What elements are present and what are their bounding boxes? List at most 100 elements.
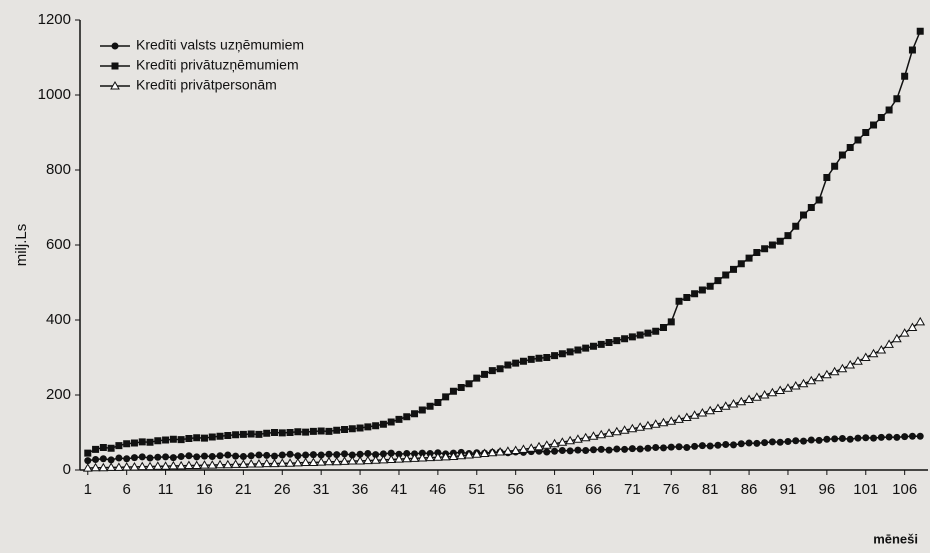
legend-marker xyxy=(111,42,119,50)
data-point xyxy=(278,451,286,459)
y-tick-label: 400 xyxy=(46,311,71,328)
data-point xyxy=(652,327,660,335)
data-point xyxy=(98,462,109,472)
data-point xyxy=(519,357,527,365)
data-point xyxy=(722,441,730,448)
data-point xyxy=(152,461,163,470)
data-point xyxy=(697,407,708,417)
data-point xyxy=(691,290,699,298)
data-point xyxy=(706,442,714,450)
data-point xyxy=(613,337,621,345)
data-point xyxy=(814,372,824,382)
data-point xyxy=(549,438,560,448)
data-point xyxy=(652,444,660,451)
x-tick-label: 61 xyxy=(546,481,563,498)
data-point xyxy=(286,429,294,436)
data-point xyxy=(254,458,264,468)
data-point xyxy=(162,453,170,461)
data-point xyxy=(751,392,762,401)
data-point xyxy=(488,367,496,375)
x-tick-label: 41 xyxy=(391,481,408,498)
x-tick-label: 16 xyxy=(196,481,213,498)
data-point xyxy=(551,352,559,360)
data-point xyxy=(92,445,100,453)
data-point xyxy=(713,403,723,412)
data-point xyxy=(916,432,924,440)
data-point xyxy=(658,417,669,427)
data-point xyxy=(705,405,716,415)
data-point xyxy=(846,144,854,151)
data-point xyxy=(853,356,863,365)
data-point xyxy=(815,436,823,444)
data-point xyxy=(449,387,457,395)
data-point xyxy=(753,439,761,447)
data-point xyxy=(138,438,146,446)
data-point xyxy=(263,451,271,459)
data-point xyxy=(621,445,629,453)
data-point xyxy=(433,452,443,461)
data-point xyxy=(106,462,116,471)
data-point xyxy=(292,457,303,467)
data-point xyxy=(154,453,162,461)
data-point xyxy=(302,428,310,436)
data-point xyxy=(899,328,910,337)
data-point xyxy=(605,446,613,454)
data-point xyxy=(495,446,505,456)
data-point xyxy=(728,398,739,408)
data-point xyxy=(90,462,101,472)
data-point xyxy=(589,342,597,350)
data-point xyxy=(302,451,310,459)
data-point xyxy=(877,114,885,121)
data-point xyxy=(270,429,278,436)
data-point xyxy=(246,458,257,468)
data-point xyxy=(534,441,544,451)
data-point xyxy=(768,241,776,249)
data-point xyxy=(403,413,411,421)
data-point xyxy=(815,196,823,204)
data-point xyxy=(744,394,754,403)
data-point xyxy=(745,439,753,447)
data-point xyxy=(582,447,590,454)
data-point xyxy=(137,461,148,471)
data-point xyxy=(184,460,194,469)
data-point xyxy=(230,459,241,468)
data-point xyxy=(372,451,380,459)
x-tick-label: 56 xyxy=(507,481,524,498)
data-point xyxy=(574,346,582,354)
data-point xyxy=(596,429,607,439)
data-point xyxy=(208,433,216,441)
data-point xyxy=(908,432,916,440)
data-point xyxy=(317,427,325,435)
data-point xyxy=(395,415,403,423)
data-point xyxy=(868,348,879,358)
data-point xyxy=(168,460,179,470)
data-point xyxy=(893,433,901,441)
data-point xyxy=(123,455,131,463)
data-point xyxy=(456,450,467,460)
data-point xyxy=(643,420,653,430)
data-point xyxy=(823,174,831,181)
data-point xyxy=(277,458,288,467)
data-point xyxy=(333,451,341,459)
data-point xyxy=(200,452,208,460)
data-point xyxy=(807,436,815,444)
data-point xyxy=(232,452,240,460)
data-point xyxy=(247,430,255,438)
data-point xyxy=(425,452,435,462)
data-point xyxy=(512,359,520,367)
data-point xyxy=(916,27,924,35)
data-point xyxy=(666,416,677,425)
data-point xyxy=(347,455,358,465)
data-point xyxy=(877,433,885,441)
data-point xyxy=(698,286,706,294)
series-line xyxy=(87,321,921,469)
legend-label: Kredīti privātuzņēmumiem xyxy=(136,57,299,73)
data-point xyxy=(473,374,481,382)
data-point xyxy=(316,457,327,466)
data-point xyxy=(255,451,263,459)
data-point xyxy=(263,429,271,437)
data-point xyxy=(378,454,389,464)
x-tick-label: 106 xyxy=(892,481,917,498)
data-point xyxy=(838,151,846,159)
